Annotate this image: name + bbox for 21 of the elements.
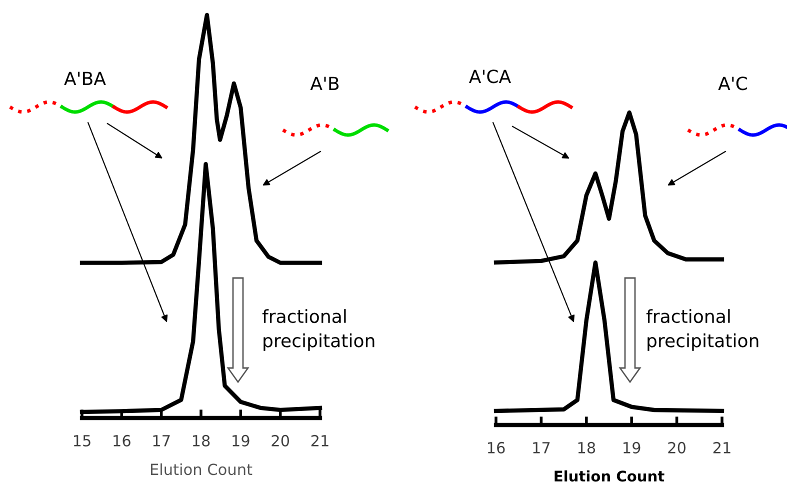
x-tick-label: 19 (624, 442, 640, 454)
annotation: fractional precipitation (646, 309, 758, 351)
x-tick-label: 16 (488, 442, 505, 454)
x-tick-label: 19 (232, 434, 250, 446)
x-tick-label: 20 (272, 434, 290, 446)
x-axis-title: Elution Count (554, 470, 664, 482)
x-tick-label: 21 (713, 442, 730, 454)
x-tick-label: 15 (74, 435, 90, 446)
annotation: A'B (310, 76, 339, 90)
x-tick-label: 16 (114, 434, 130, 446)
x-tick-label: 21 (311, 434, 328, 446)
annotation: A'BA (64, 72, 106, 85)
x-tick-label: 17 (533, 442, 550, 454)
x-tick-label: 17 (153, 435, 170, 446)
annotation: fractional precipitation (262, 309, 374, 351)
text: A'C (718, 76, 747, 90)
x-tick-label: 20 (668, 442, 686, 454)
x-tick-label: 18 (578, 442, 596, 454)
text: A'CA (469, 70, 511, 84)
x-tick-label: 18 (192, 434, 210, 446)
x-axis-title: Elution Count (150, 463, 252, 476)
